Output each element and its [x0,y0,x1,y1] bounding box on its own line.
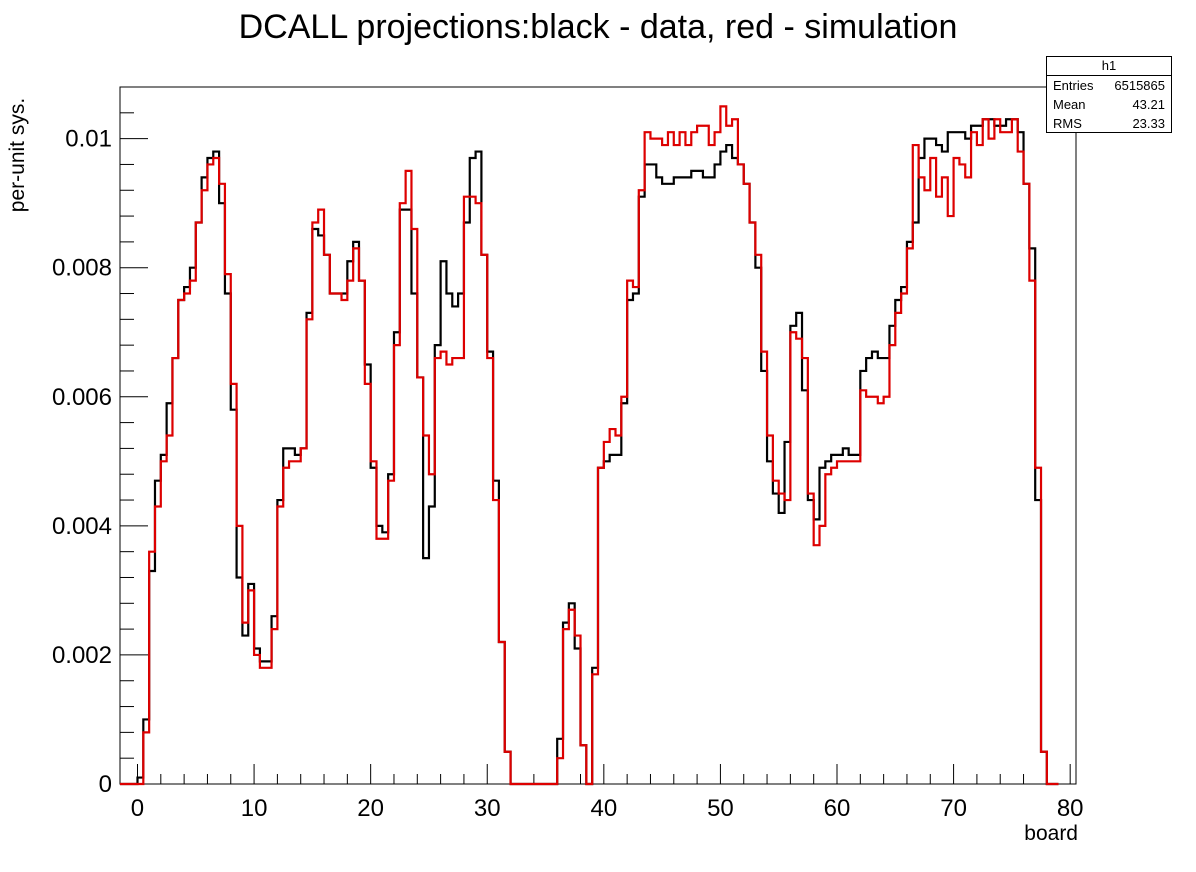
y-axis-label: per-unit sys. [6,97,29,213]
x-tick-label: 80 [1057,795,1084,822]
y-tick-label: 0.002 [52,642,112,669]
x-tick-label: 20 [357,795,384,822]
x-tick-label: 40 [590,795,617,822]
stats-title: h1 [1047,57,1171,76]
x-axis-label: board [1024,822,1078,845]
stats-entries-label: Entries [1053,78,1094,93]
chart-title: DCALL projections:black - data, red - si… [238,8,958,46]
stats-rms-value: 23.33 [1132,116,1165,131]
y-tick-label: 0.006 [52,384,112,411]
stats-rms-label: RMS [1053,116,1082,131]
stats-entries-value: 6515865 [1114,78,1165,93]
y-tick-label: 0.01 [65,126,112,153]
x-tick-label: 30 [474,795,501,822]
x-tick-label: 70 [940,795,967,822]
stats-mean-label: Mean [1053,97,1086,112]
y-tick-label: 0.008 [52,255,112,282]
y-tick-label: 0 [99,771,112,798]
x-tick-label: 50 [707,795,734,822]
simulation-histogram [120,105,1059,786]
data-histogram [120,118,1059,786]
x-tick-label: 60 [824,795,851,822]
stats-rms-row: RMS 23.33 [1047,114,1171,133]
stats-mean-row: Mean 43.21 [1047,95,1171,114]
plot-frame [119,86,1077,785]
x-tick-label: 0 [131,795,144,822]
stats-entries-row: Entries 6515865 [1047,76,1171,95]
stats-box: h1 Entries 6515865 Mean 43.21 RMS 23.33 [1046,56,1172,133]
y-tick-label: 0.004 [52,513,112,540]
stats-mean-value: 43.21 [1132,97,1165,112]
x-tick-label: 10 [241,795,268,822]
